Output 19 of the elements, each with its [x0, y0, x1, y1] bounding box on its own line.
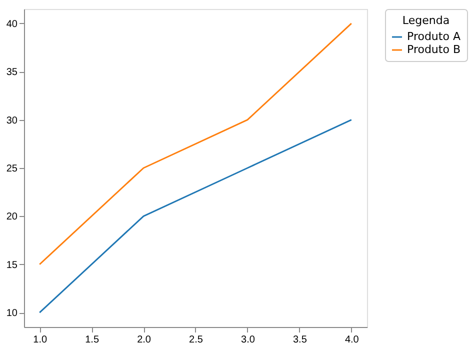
y-tick-label: 30 [6, 115, 18, 126]
line-series [38, 119, 352, 314]
legend-title: Legenda [402, 14, 450, 27]
y-tick-label: 10 [6, 308, 18, 320]
x-tick-label: 1.5 [85, 334, 100, 346]
x-tick-label: 2.0 [137, 334, 152, 346]
y-tick-label: 25 [6, 164, 18, 174]
x-tick-label: 1.0 [33, 334, 48, 346]
x-tick-label: 3.5 [292, 334, 308, 346]
y-tick-label: 20 [6, 212, 18, 223]
x-tick-label: 2.5 [189, 334, 204, 346]
line-series [38, 22, 352, 266]
legend-label: Produto B [407, 43, 460, 56]
y-tick-label: 35 [6, 67, 18, 78]
legend-label: Produto A [407, 30, 461, 43]
y-tick-label: 40 [6, 18, 18, 30]
x-tick-label: 3.0 [241, 334, 256, 346]
y-tick-label: 15 [6, 260, 18, 271]
x-tick-label: 4.0 [344, 334, 360, 346]
